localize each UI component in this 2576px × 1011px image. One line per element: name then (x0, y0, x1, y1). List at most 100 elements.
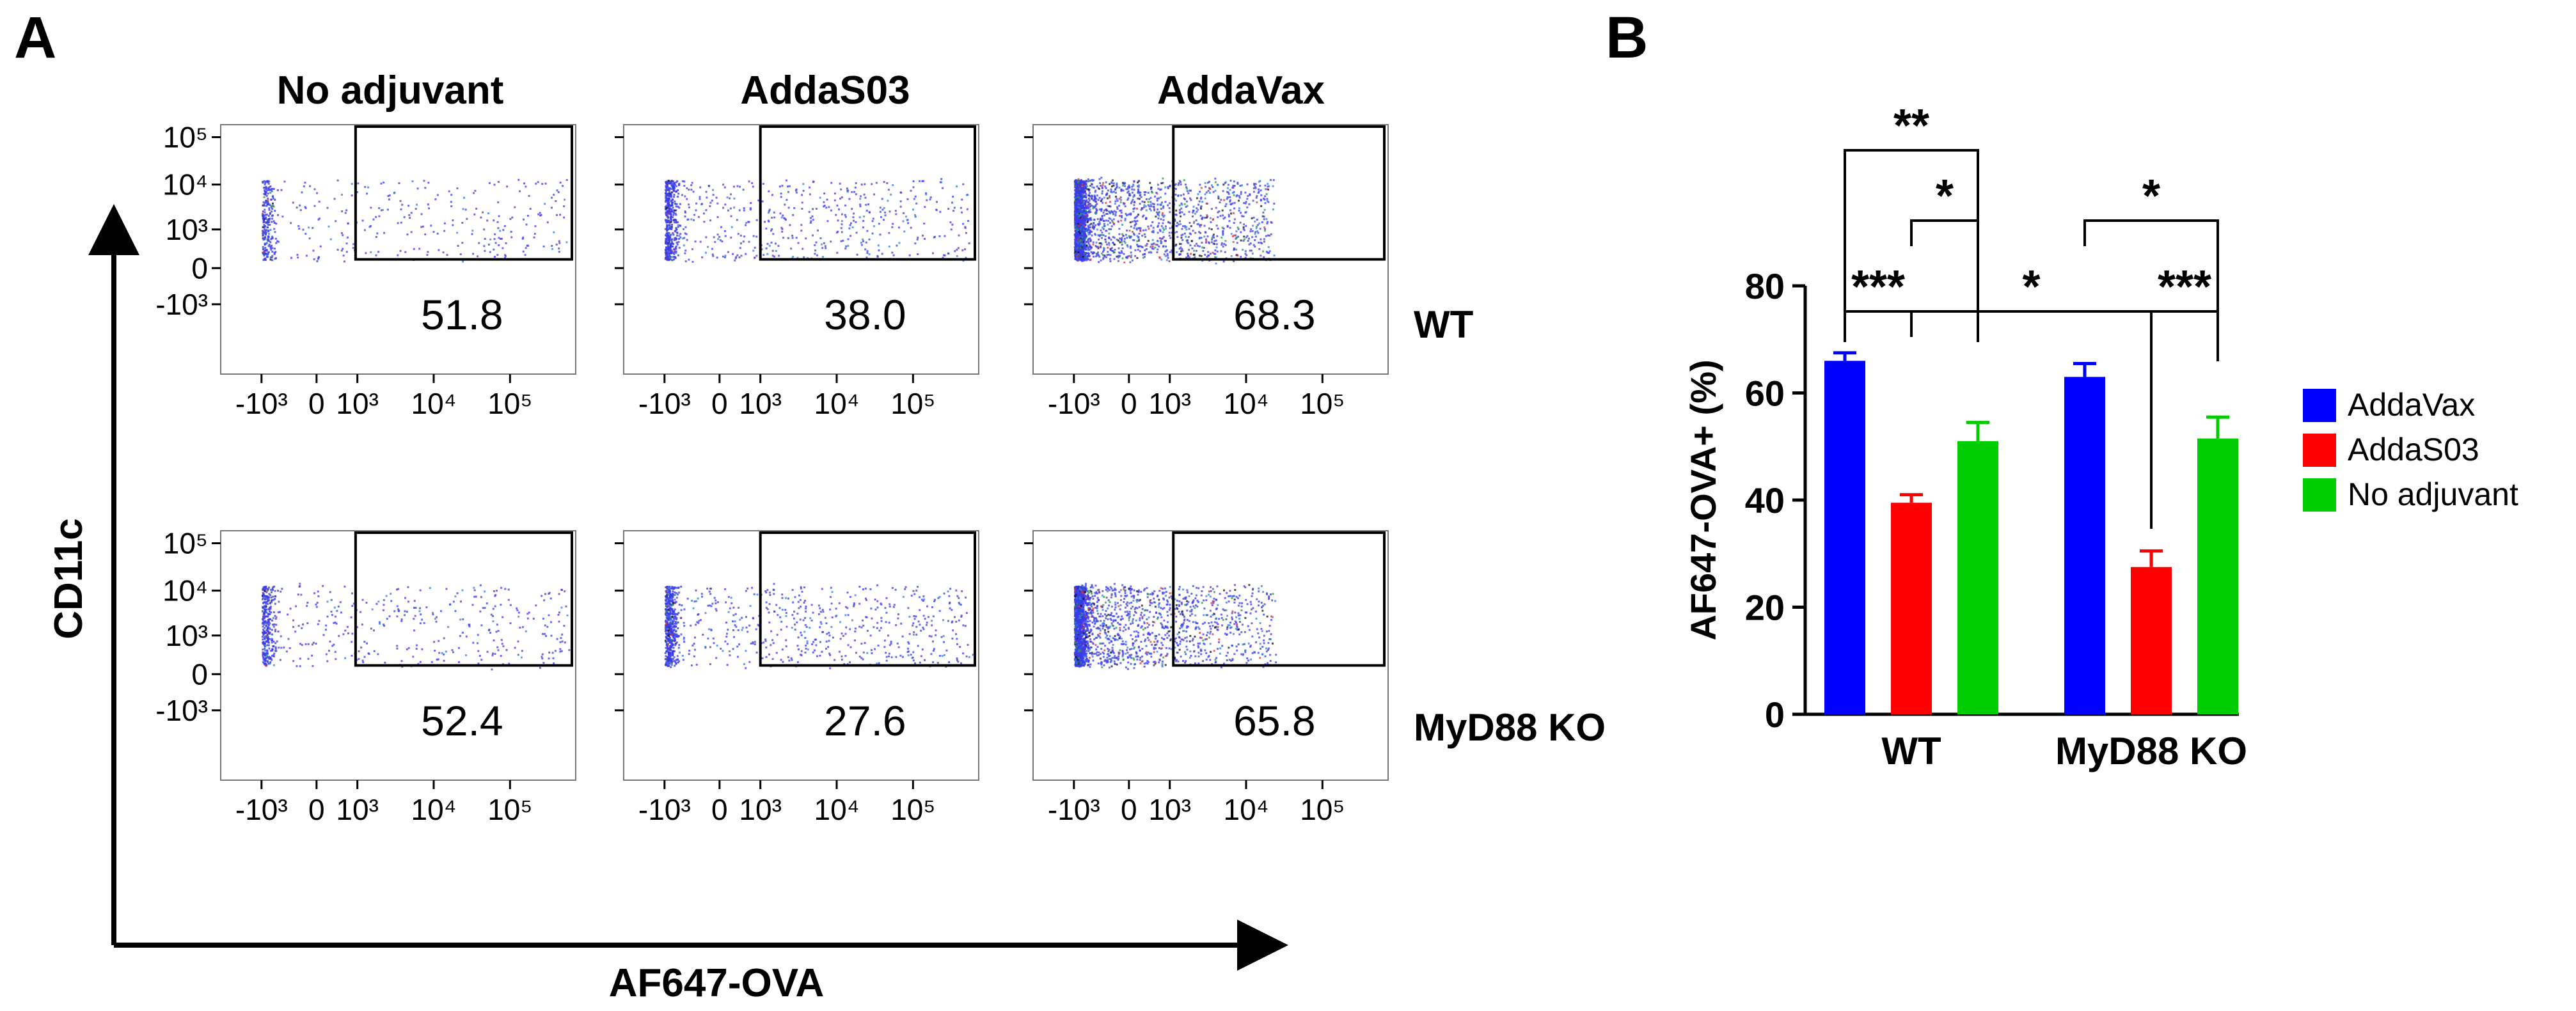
bar (1824, 361, 1865, 714)
bar-y-tick-label: 80 (1745, 266, 1785, 306)
gate-box (1172, 125, 1386, 261)
column-title-addas03: AddaS03 (740, 68, 910, 113)
bar-y-tick-label: 20 (1745, 588, 1785, 628)
significance-bracket (2083, 219, 2219, 361)
y-tick-label: 10⁴ (162, 574, 208, 607)
x-tick-label: 10⁵ (487, 387, 532, 420)
bar (2131, 567, 2172, 714)
x-tick-label: 10⁴ (1224, 793, 1269, 826)
y-tick-label: -10³ (155, 288, 208, 321)
row-label-myd88-ko: MyD88 KO (1414, 706, 1606, 749)
plot-dots (1073, 176, 1276, 265)
plot-dots (261, 583, 571, 671)
x-tick-label: -10³ (1048, 793, 1100, 826)
legend-label: AddaVax (2348, 387, 2475, 423)
significance-stars: * (1936, 171, 1954, 222)
y-tick-label: 0 (191, 657, 208, 691)
legend-label: AddaS03 (2348, 432, 2479, 467)
x-tick-label: 10³ (1148, 793, 1190, 826)
plot-frame (220, 530, 576, 781)
x-tick-label: 10⁵ (890, 387, 935, 420)
gate-percentage: 65.8 (1233, 697, 1315, 744)
y-tick-label: 10³ (166, 619, 208, 652)
y-tick-label: 10³ (166, 213, 208, 246)
significance-stars: ** (1893, 100, 1929, 152)
x-tick-label: 10⁴ (411, 387, 457, 420)
y-tick-label: 10⁵ (163, 527, 208, 560)
gate-box (1172, 531, 1386, 667)
legend-swatch (2303, 478, 2336, 512)
panel-a-x-axis-label: AF647-OVA (609, 961, 825, 1005)
panel-b-label: B (1606, 5, 1648, 70)
x-tick-label: 0 (711, 387, 728, 420)
significance-stars: * (2142, 171, 2160, 222)
gate-percentage: 38.0 (824, 291, 906, 338)
panel-a-label: A (14, 5, 56, 70)
x-tick-label: 10⁵ (487, 793, 532, 826)
plot-frame (1032, 124, 1389, 375)
x-tick-label: 0 (308, 793, 325, 826)
gate-percentage: 27.6 (824, 697, 906, 744)
x-tick-label: 10³ (739, 387, 781, 420)
x-tick-label: 10⁴ (411, 793, 457, 826)
bar (2197, 438, 2238, 714)
significance-bracket (2150, 310, 2219, 529)
y-tick-label: -10³ (155, 694, 208, 727)
significance-stars: *** (1851, 262, 1905, 313)
x-tick-label: 10³ (1148, 387, 1190, 420)
plot-dots (664, 583, 974, 670)
bar-category-label: WT (1881, 730, 1941, 772)
row-label-wt: WT (1414, 303, 1473, 346)
x-tick-label: 10³ (336, 793, 378, 826)
significance-stars: *** (2158, 262, 2211, 313)
x-tick-label: 10⁴ (1224, 387, 1269, 420)
x-tick-label: 0 (711, 793, 728, 826)
bar-y-axis-label: AF647-OVA+ (%) (1683, 359, 1723, 640)
x-tick-label: -10³ (638, 387, 691, 420)
column-title-no-adjuvant: No adjuvant (277, 68, 504, 113)
gate-percentage: 52.4 (421, 697, 503, 744)
x-tick-label: 10⁴ (814, 793, 860, 826)
bar (2064, 377, 2105, 714)
bar (1957, 441, 1998, 714)
flow-plot: 27.6 -10³ 0 10³ 10⁴ 10⁵ (615, 530, 979, 826)
gate-percentage: 68.3 (1233, 291, 1315, 338)
plot-dots (261, 178, 568, 263)
significance-bracket (1844, 310, 1913, 337)
column-title-addavax: AddaVax (1157, 68, 1325, 113)
panel-a-y-axis-label: CD11c (47, 518, 91, 639)
flow-plot: 65.8 -10³ 0 10³ 10⁴ 10⁵ (1024, 530, 1389, 826)
gate-box (354, 531, 574, 667)
flow-plot: 38.0 -10³ 0 10³ 10⁴ 10⁵ (615, 124, 979, 420)
x-tick-label: 10⁵ (1300, 793, 1345, 826)
x-tick-label: -10³ (638, 793, 691, 826)
x-tick-label: 10⁵ (1300, 387, 1345, 420)
bar-y-tick-label: 60 (1745, 373, 1785, 414)
legend-label: No adjuvant (2348, 476, 2518, 512)
x-tick-label: -10³ (235, 793, 288, 826)
x-tick-label: 0 (308, 387, 325, 420)
x-tick-label: 0 (1121, 387, 1137, 420)
x-tick-label: 10³ (336, 387, 378, 420)
x-tick-label: -10³ (1048, 387, 1100, 420)
gate-box (759, 531, 977, 667)
y-tick-label: 0 (191, 251, 208, 285)
y-tick-label: 10⁵ (163, 121, 208, 154)
legend-swatch (2303, 389, 2336, 422)
bar-y-tick-label: 0 (1765, 694, 1785, 735)
significance-bracket (1910, 219, 1979, 246)
plot-dots (1073, 583, 1277, 670)
bar-category-label: MyD88 KO (2055, 730, 2247, 772)
bar-y-tick-label: 40 (1745, 480, 1785, 521)
x-tick-label: 10⁴ (814, 387, 860, 420)
plot-dots (664, 178, 970, 263)
y-tick-label: 10⁴ (162, 168, 208, 201)
gate-percentage: 51.8 (421, 291, 503, 338)
flow-plot: 68.3 -10³ 0 10³ 10⁴ 10⁵ (1024, 124, 1389, 420)
plot-frame (1032, 530, 1389, 781)
